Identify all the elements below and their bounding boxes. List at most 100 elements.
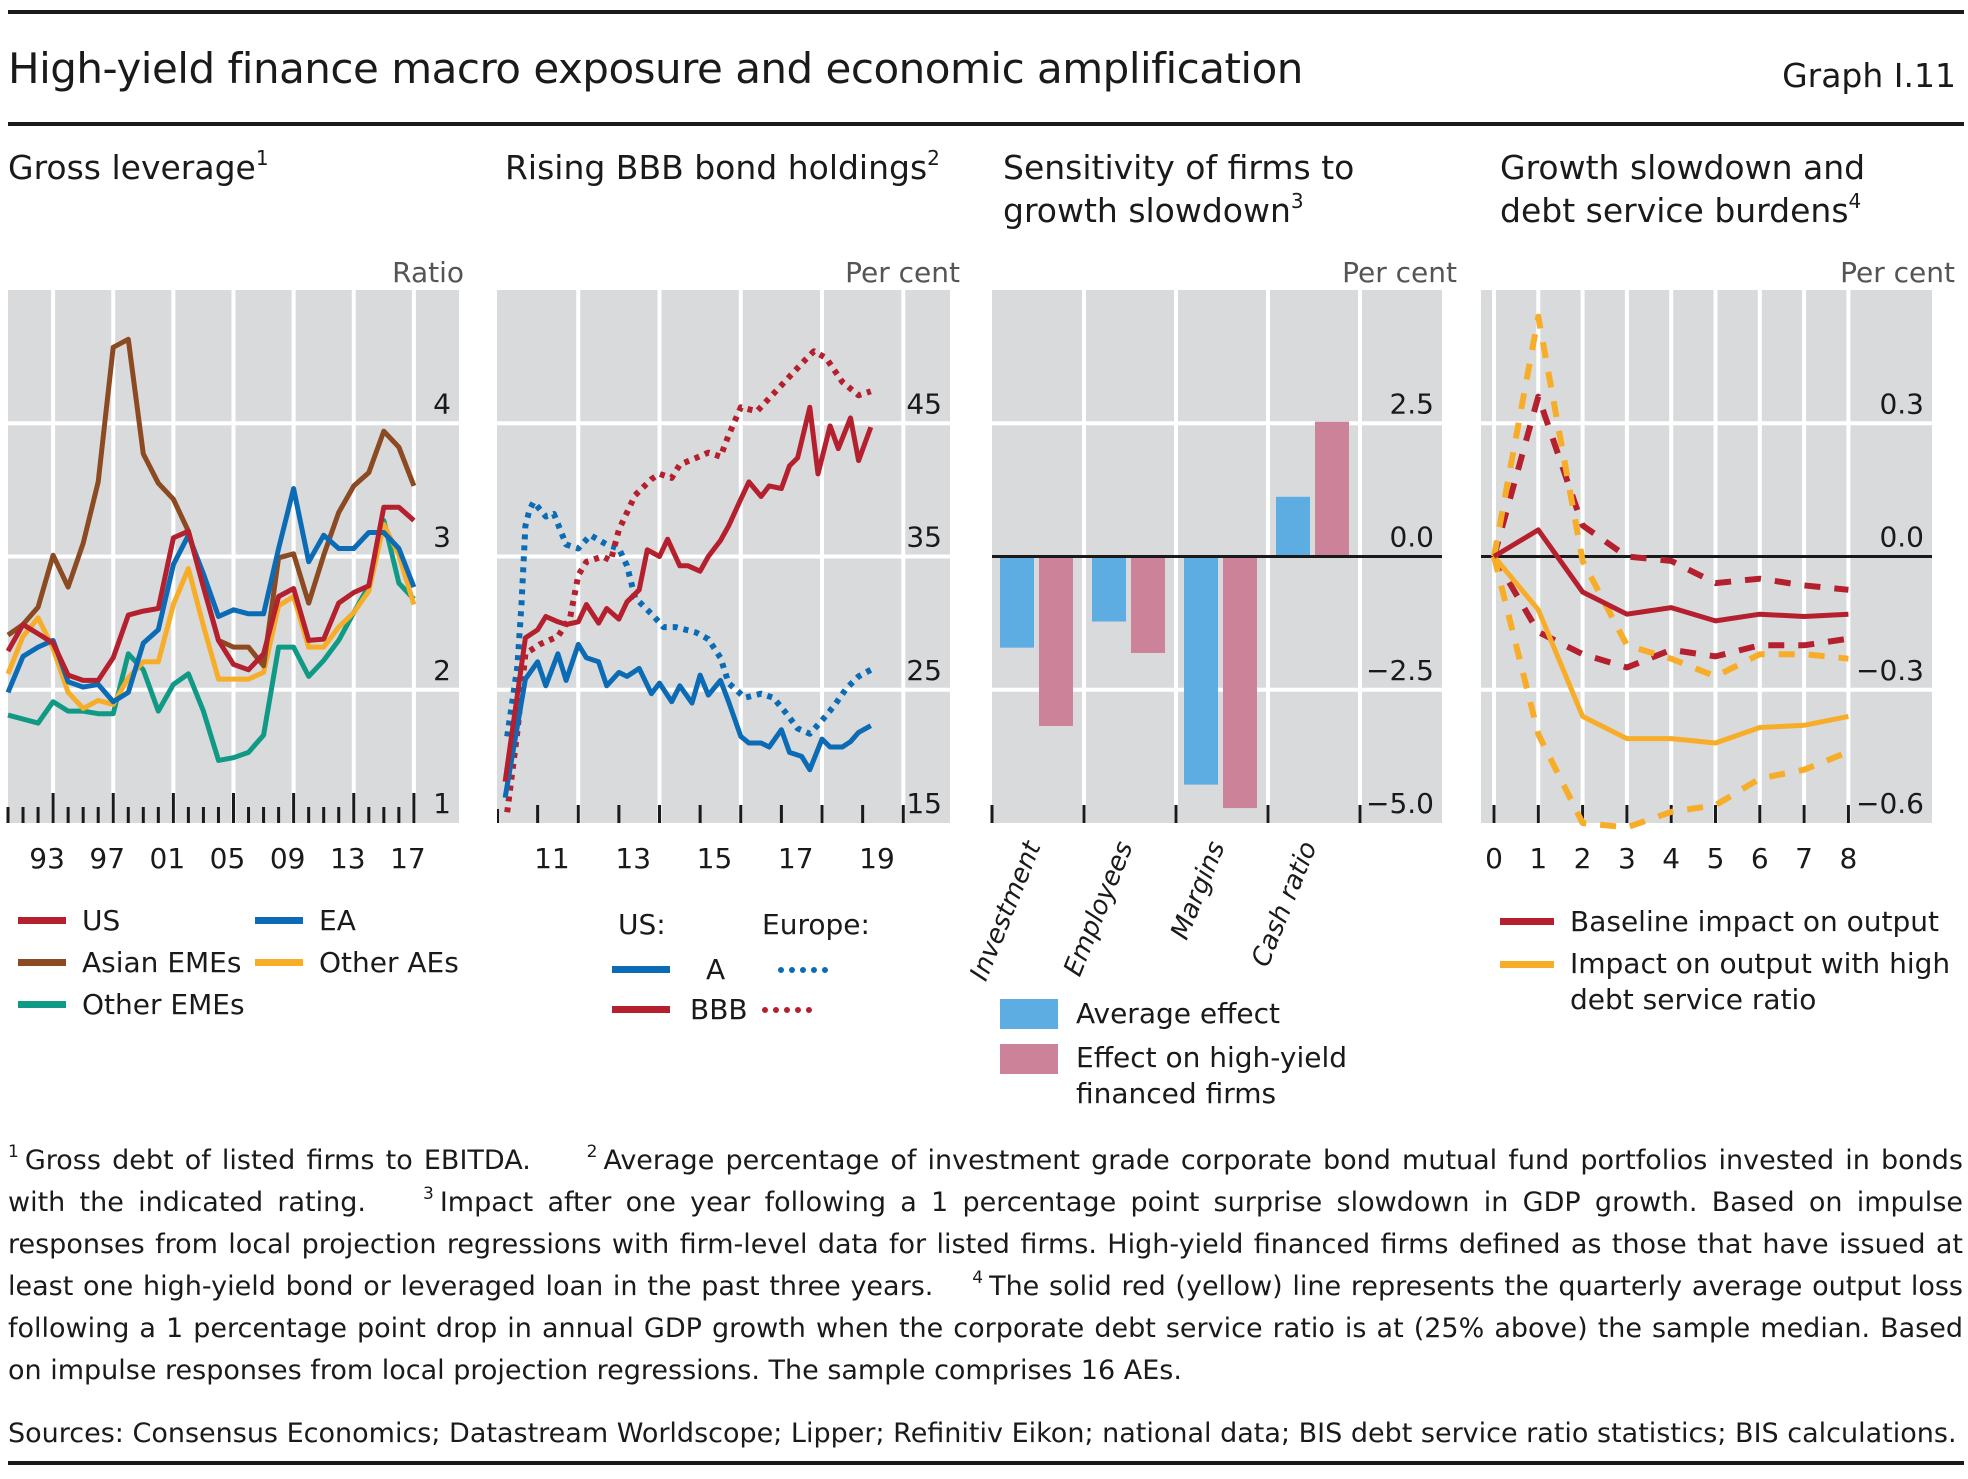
legend-label: Other AEs xyxy=(319,946,459,979)
legend-label: Baseline impact on output xyxy=(1570,905,1940,938)
legend-label: US xyxy=(82,904,121,937)
category-label: Investment xyxy=(964,836,1047,985)
legend-swatch-high-yield xyxy=(1000,1044,1058,1074)
graph-title: High-yield finance macro exposure and ec… xyxy=(8,44,1303,93)
footnote-ref: 3 xyxy=(1290,189,1304,213)
legend-item-average-effect: Average effect xyxy=(1000,997,1280,1030)
series-line-us-bbb xyxy=(502,404,874,783)
footnote-marker: 4 xyxy=(972,1268,984,1288)
sources: Sources: Consensus Economics; Datastream… xyxy=(8,1418,1957,1449)
series-line-other-emes xyxy=(7,518,416,763)
x-tick-label: 1 xyxy=(1529,842,1547,875)
panel-3-title-line2: growth slowdown xyxy=(1003,191,1291,230)
bottom-rule xyxy=(8,1461,1964,1465)
legend-label: Other EMEs xyxy=(82,988,245,1021)
y-tick-label: 4 xyxy=(433,387,451,420)
legend-item-other-emes: Other EMEs xyxy=(18,988,245,1021)
legend-item-high-yield-effect: Effect on high-yield financed firms xyxy=(1000,1040,1347,1112)
footnote-2: Average percentage of investment grade c… xyxy=(8,1145,1963,1218)
legend-item-asian-emes: Asian EMEs xyxy=(18,946,241,979)
header-rule xyxy=(8,122,1964,126)
x-tick-label: 0 xyxy=(1485,842,1503,875)
legend-swatch-other-aes xyxy=(255,959,303,966)
panel-1-unit: Ratio xyxy=(392,256,464,289)
panel-2-title: Rising BBB bond holdings2 xyxy=(505,146,940,189)
category-label: Cash ratio xyxy=(1246,837,1323,971)
bar-cash-ratio-high-yield xyxy=(1315,421,1349,557)
footnote-ref: 2 xyxy=(927,146,940,170)
legend-item-ea: EA xyxy=(255,904,356,937)
legend-header-europe: Europe: xyxy=(762,908,870,941)
x-tick-label: 8 xyxy=(1839,842,1857,875)
legend-swatch-europe-a xyxy=(778,966,828,973)
x-tick-label: 7 xyxy=(1795,842,1813,875)
legend-swatch-other-emes xyxy=(18,1001,66,1008)
legend-item-a: A xyxy=(612,953,828,986)
x-tick-label: 4 xyxy=(1662,842,1680,875)
bar-investment-high-yield xyxy=(1039,556,1073,726)
x-tick-label: 17 xyxy=(390,842,426,875)
series-line-impact-on-output-with-high-debt-service-ratio xyxy=(1492,554,1849,746)
legend-label: Average effect xyxy=(1076,997,1280,1030)
footnote-marker: 2 xyxy=(586,1142,598,1162)
y-tick-label: 2.5 xyxy=(1389,387,1434,420)
x-tick-label: 01 xyxy=(150,842,186,875)
panel-2-unit: Per cent xyxy=(845,256,960,289)
series-line-high-dsr-upper-band xyxy=(1491,313,1849,680)
x-tick-label: 2 xyxy=(1574,842,1592,875)
x-tick-label: 09 xyxy=(270,842,306,875)
legend-label-line2: debt service ratio xyxy=(1570,983,1817,1016)
x-tick-label: 3 xyxy=(1618,842,1636,875)
legend-item-bbb: BBB xyxy=(612,993,812,1026)
bar-margins-high-yield xyxy=(1223,556,1257,809)
legend-item-baseline: Baseline impact on output xyxy=(1500,905,1939,938)
x-tick-label: 19 xyxy=(859,842,895,875)
bar-employees-average xyxy=(1092,556,1126,622)
y-tick-label: 0.3 xyxy=(1879,387,1924,420)
y-tick-label: 25 xyxy=(906,654,942,687)
footnote-ref: 1 xyxy=(255,146,269,170)
legend-label: A xyxy=(706,953,726,986)
panel-4-title-line1: Growth slowdown and xyxy=(1500,148,1866,187)
y-tick-label: 0.0 xyxy=(1389,521,1434,554)
series-line-ea xyxy=(5,486,417,705)
legend-label-line2: financed firms xyxy=(1076,1077,1277,1110)
x-tick-label: 15 xyxy=(697,842,733,875)
y-tick-label: 0.0 xyxy=(1879,521,1924,554)
legend-label: EA xyxy=(319,904,356,937)
y-tick-label: 3 xyxy=(433,521,451,554)
series-line-europe-a xyxy=(504,498,873,737)
panel-4-unit: Per cent xyxy=(1840,256,1955,289)
legend-item-other-aes: Other AEs xyxy=(255,946,459,979)
panel-2-title-text: Rising BBB bond holdings xyxy=(505,148,928,187)
bar-cash-ratio-average xyxy=(1276,496,1310,557)
y-tick-label: −0.6 xyxy=(1856,787,1924,820)
y-tick-label: 15 xyxy=(906,787,942,820)
series-line-baseline-impact-on-output xyxy=(1492,527,1849,624)
legend-swatch-asian-emes xyxy=(18,959,66,966)
series-line-us-a xyxy=(502,641,873,799)
legend-label-line1: Impact on output with high xyxy=(1570,947,1951,980)
legend-item-high-dsr: Impact on output with high debt service r… xyxy=(1500,946,1950,1018)
legend-swatch-high-dsr xyxy=(1500,961,1554,968)
y-tick-label: −0.3 xyxy=(1856,654,1924,687)
panel-4-title: Growth slowdown and debt service burdens… xyxy=(1500,146,1865,232)
x-tick-label: 17 xyxy=(778,842,814,875)
y-tick-label: 2 xyxy=(433,654,451,687)
y-tick-label: 35 xyxy=(906,521,942,554)
x-tick-label: 11 xyxy=(534,842,570,875)
legend-label: Effect on high-yield financed firms xyxy=(1076,1040,1347,1112)
footnote-4: The solid red (yellow) line represents t… xyxy=(8,1271,1964,1386)
category-label: Employees xyxy=(1058,837,1139,980)
graph-id: Graph I.11 xyxy=(1782,56,1956,95)
x-tick-label: 13 xyxy=(615,842,651,875)
footnote-1: Gross debt of listed firms to EBITDA. xyxy=(24,1145,531,1176)
legend-item-us: US xyxy=(18,904,120,937)
panel-1-title: Gross leverage1 xyxy=(8,146,269,189)
series-line-high-dsr-lower-band xyxy=(1491,555,1850,831)
x-tick-label: 97 xyxy=(89,842,125,875)
bar-investment-average xyxy=(1000,556,1034,648)
x-tick-label: 05 xyxy=(210,842,246,875)
x-tick-label: 93 xyxy=(29,842,65,875)
